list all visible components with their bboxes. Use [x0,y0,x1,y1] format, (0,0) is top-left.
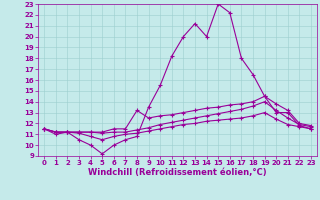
X-axis label: Windchill (Refroidissement éolien,°C): Windchill (Refroidissement éolien,°C) [88,168,267,177]
